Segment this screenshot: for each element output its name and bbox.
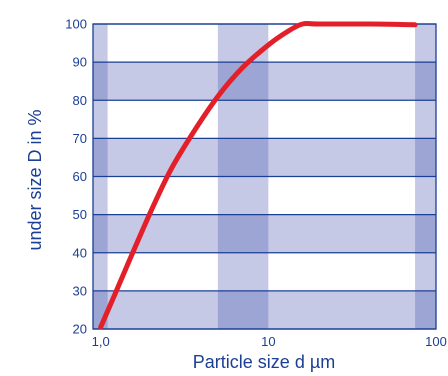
- y-tick-labels: 20 30 40 50 60 70 80 90 100: [65, 17, 87, 337]
- y-tick-label: 80: [73, 93, 87, 108]
- x-axis-title: Particle size d µm: [193, 352, 335, 372]
- y-tick-label: 30: [73, 283, 87, 298]
- band-overlap: [217, 290, 269, 329]
- band-overlap: [93, 214, 108, 253]
- band-overlap: [415, 62, 436, 101]
- x-tick-labels: 1,0 10 100: [92, 334, 447, 349]
- y-tick-label: 20: [73, 322, 87, 337]
- distribution-curve: [98, 20, 418, 330]
- y-tick-label: 50: [73, 207, 87, 222]
- y-tick-label: 100: [65, 17, 87, 32]
- x-tick-label: 10: [261, 334, 275, 349]
- series-layer: [98, 20, 418, 330]
- x-tick-label: 1,0: [92, 334, 110, 349]
- y-axis-title: under size D in %: [25, 109, 45, 250]
- band-overlap: [217, 214, 269, 253]
- x-tick-label: 100: [425, 334, 447, 349]
- y-tick-label: 70: [73, 131, 87, 146]
- y-tick-label: 90: [73, 55, 87, 70]
- y-tick-label: 60: [73, 169, 87, 184]
- band-overlap: [217, 138, 269, 177]
- band-overlap: [93, 62, 108, 101]
- band-overlap: [93, 138, 108, 177]
- band-overlap: [415, 290, 436, 329]
- band-overlap: [415, 138, 436, 177]
- band-overlap: [415, 214, 436, 253]
- plot-frame: [92, 23, 437, 330]
- y-tick-label: 40: [73, 245, 87, 260]
